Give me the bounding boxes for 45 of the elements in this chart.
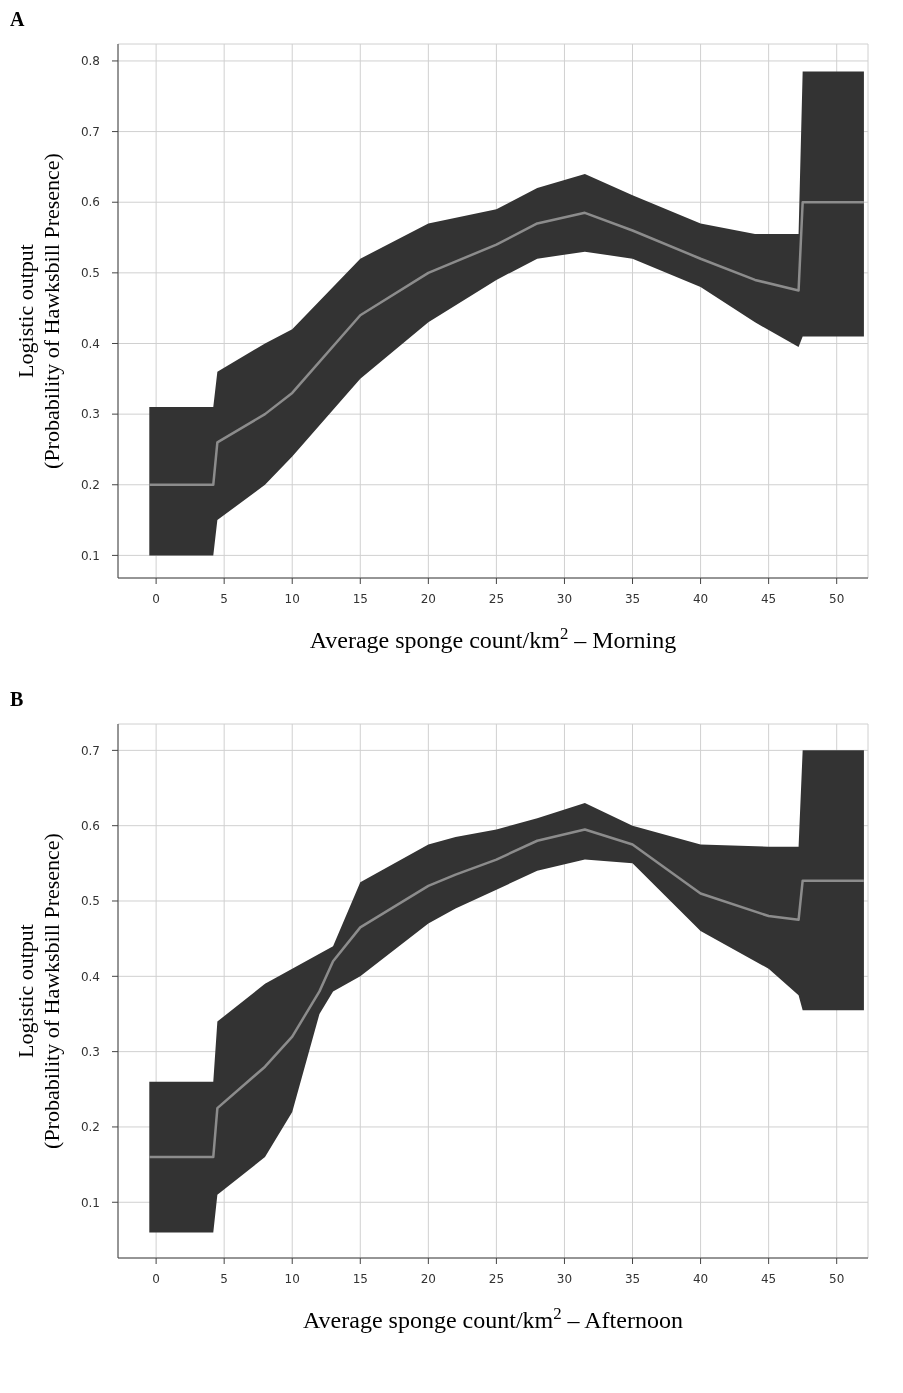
y-tick-label: 0.8 (80, 54, 100, 69)
x-tick-label: 15 (352, 591, 368, 606)
y-tick-label: 0.4 (80, 336, 100, 351)
x-tick-label: 10 (284, 1271, 300, 1286)
x-tick-label: 0 (152, 1271, 160, 1286)
x-tick-label: 20 (420, 591, 436, 606)
y-tick-label: 0.6 (80, 818, 100, 833)
x-tick-label: 45 (760, 1271, 777, 1286)
x-tick-label: 30 (556, 591, 573, 606)
x-tick-label: 25 (488, 591, 505, 606)
x-axis-title: Average sponge count/km$^{2}$ – Morning (309, 623, 677, 653)
line-series (148, 828, 866, 1159)
x-axis-title: Average sponge count/km$^{2}$ – Afternoon (303, 1303, 683, 1333)
y-tick-label: 0.7 (80, 743, 100, 758)
x-tick-label: 0 (152, 591, 160, 606)
y-tick-label: 0.2 (80, 478, 100, 493)
x-tick-label: 5 (220, 1271, 228, 1286)
x-tick-label: 50 (829, 591, 845, 606)
y-axis-title: Logistic output (Probability of Hawksbill Presence) (13, 833, 64, 1149)
x-tick-label: 35 (624, 591, 641, 606)
y-tick-label: 0.2 (80, 1120, 100, 1135)
y-tick-label: 0.3 (80, 407, 100, 422)
y-tick-label: 0.7 (80, 124, 100, 139)
y-axis-title: Logistic output (Probability of Hawksbill Presence) (13, 153, 64, 469)
y-tick-label: 0.1 (80, 1195, 100, 1210)
y-tick-label: 0.5 (80, 266, 100, 281)
y-tick-label: 0.3 (80, 1044, 100, 1059)
x-tick-label: 5 (220, 591, 228, 606)
x-tick-label: 20 (420, 1271, 436, 1286)
y-tick-label: 0.4 (80, 969, 100, 984)
chart-title: B (9, 688, 25, 712)
y-tick-label: 0.6 (80, 195, 100, 210)
y-tick-label: 0.5 (80, 894, 100, 909)
x-tick-label: 50 (829, 1271, 845, 1286)
x-tick-label: 45 (760, 591, 777, 606)
x-tick-label: 10 (284, 591, 300, 606)
chart-title: A (9, 8, 26, 32)
x-tick-label: 15 (352, 1271, 368, 1286)
x-tick-label: 30 (556, 1271, 573, 1286)
y-tick-label: 0.1 (80, 548, 100, 563)
line-series (148, 200, 866, 487)
x-tick-label: 40 (692, 1271, 709, 1286)
x-tick-label: 25 (488, 1271, 505, 1286)
x-tick-label: 35 (624, 1271, 641, 1286)
x-tick-label: 40 (692, 591, 709, 606)
